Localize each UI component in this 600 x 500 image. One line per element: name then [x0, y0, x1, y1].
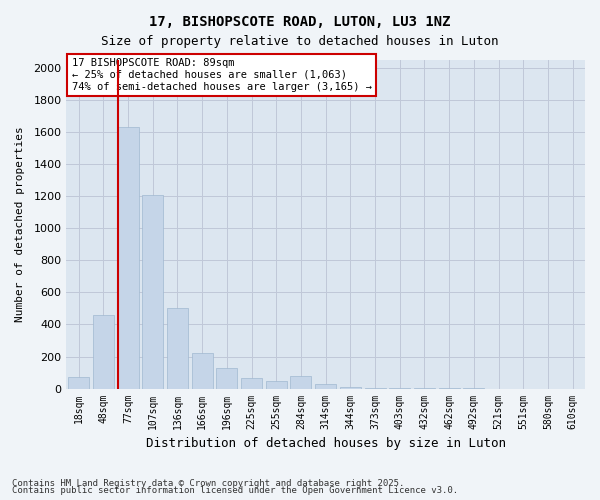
Bar — [93, 315, 114, 388]
Bar — [142, 194, 163, 388]
Bar — [241, 378, 262, 388]
Text: Size of property relative to detached houses in Luton: Size of property relative to detached ho… — [101, 35, 499, 48]
Text: Contains public sector information licensed under the Open Government Licence v3: Contains public sector information licen… — [12, 486, 458, 495]
Bar — [191, 354, 212, 388]
Text: 17, BISHOPSCOTE ROAD, LUTON, LU3 1NZ: 17, BISHOPSCOTE ROAD, LUTON, LU3 1NZ — [149, 15, 451, 29]
Bar — [290, 376, 311, 388]
Bar — [118, 128, 139, 388]
Bar — [266, 380, 287, 388]
Bar — [68, 378, 89, 388]
Bar — [217, 368, 238, 388]
Text: Contains HM Land Registry data © Crown copyright and database right 2025.: Contains HM Land Registry data © Crown c… — [12, 478, 404, 488]
Text: 17 BISHOPSCOTE ROAD: 89sqm
← 25% of detached houses are smaller (1,063)
74% of s: 17 BISHOPSCOTE ROAD: 89sqm ← 25% of deta… — [71, 58, 371, 92]
Bar — [315, 384, 336, 388]
Bar — [340, 387, 361, 388]
Bar — [167, 308, 188, 388]
X-axis label: Distribution of detached houses by size in Luton: Distribution of detached houses by size … — [146, 437, 506, 450]
Y-axis label: Number of detached properties: Number of detached properties — [15, 126, 25, 322]
